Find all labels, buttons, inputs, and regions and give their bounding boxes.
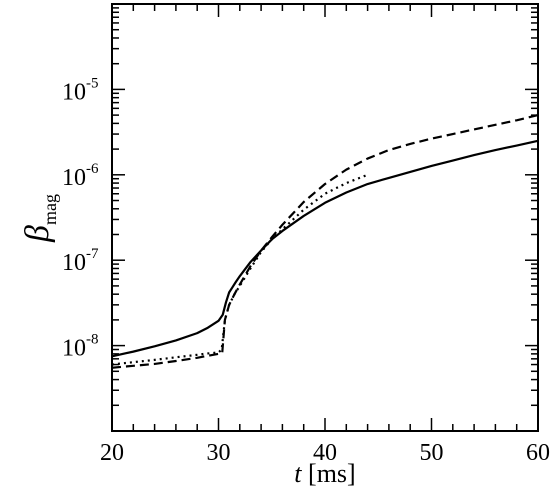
series-dotted-line [111, 173, 368, 366]
y-tick-label: 10-7 [62, 246, 99, 276]
plot-frame [111, 3, 539, 432]
y-tick-label-base: 10 [62, 250, 86, 276]
x-axis-unit: [ms] [302, 459, 356, 488]
x-axis-var: t [294, 459, 302, 488]
series-dashed-line [111, 114, 539, 369]
axis-ticks [111, 4, 539, 432]
x-tick-label: 40 [313, 440, 337, 466]
y-tick-label-base: 10 [62, 165, 86, 191]
series-solid-line [111, 139, 539, 358]
x-tick-labels: 20 30 40 50 60 [100, 440, 550, 466]
y-tick-label-exp: -8 [86, 332, 99, 348]
y-axis-var: β [19, 225, 56, 243]
y-axis-label: βmag [19, 194, 60, 243]
x-tick-label: 30 [207, 440, 231, 466]
y-tick-label: 10-6 [62, 161, 99, 191]
x-axis-label: t [ms] [294, 459, 355, 488]
x-tick-label: 20 [100, 440, 124, 466]
y-tick-label-exp: -6 [86, 161, 99, 177]
x-tick-label: 50 [420, 440, 444, 466]
x-tick-label: 60 [526, 440, 550, 466]
y-tick-label-exp: -5 [86, 75, 99, 91]
y-tick-labels: 10-810-710-610-5 [62, 75, 99, 361]
y-tick-label: 10-5 [62, 75, 99, 105]
series-layer [111, 114, 539, 369]
y-tick-label: 10-8 [62, 332, 99, 362]
y-tick-label-base: 10 [62, 79, 86, 105]
y-tick-label-base: 10 [62, 336, 86, 362]
y-tick-label-exp: -7 [86, 246, 99, 262]
y-axis-sub: mag [40, 194, 60, 225]
